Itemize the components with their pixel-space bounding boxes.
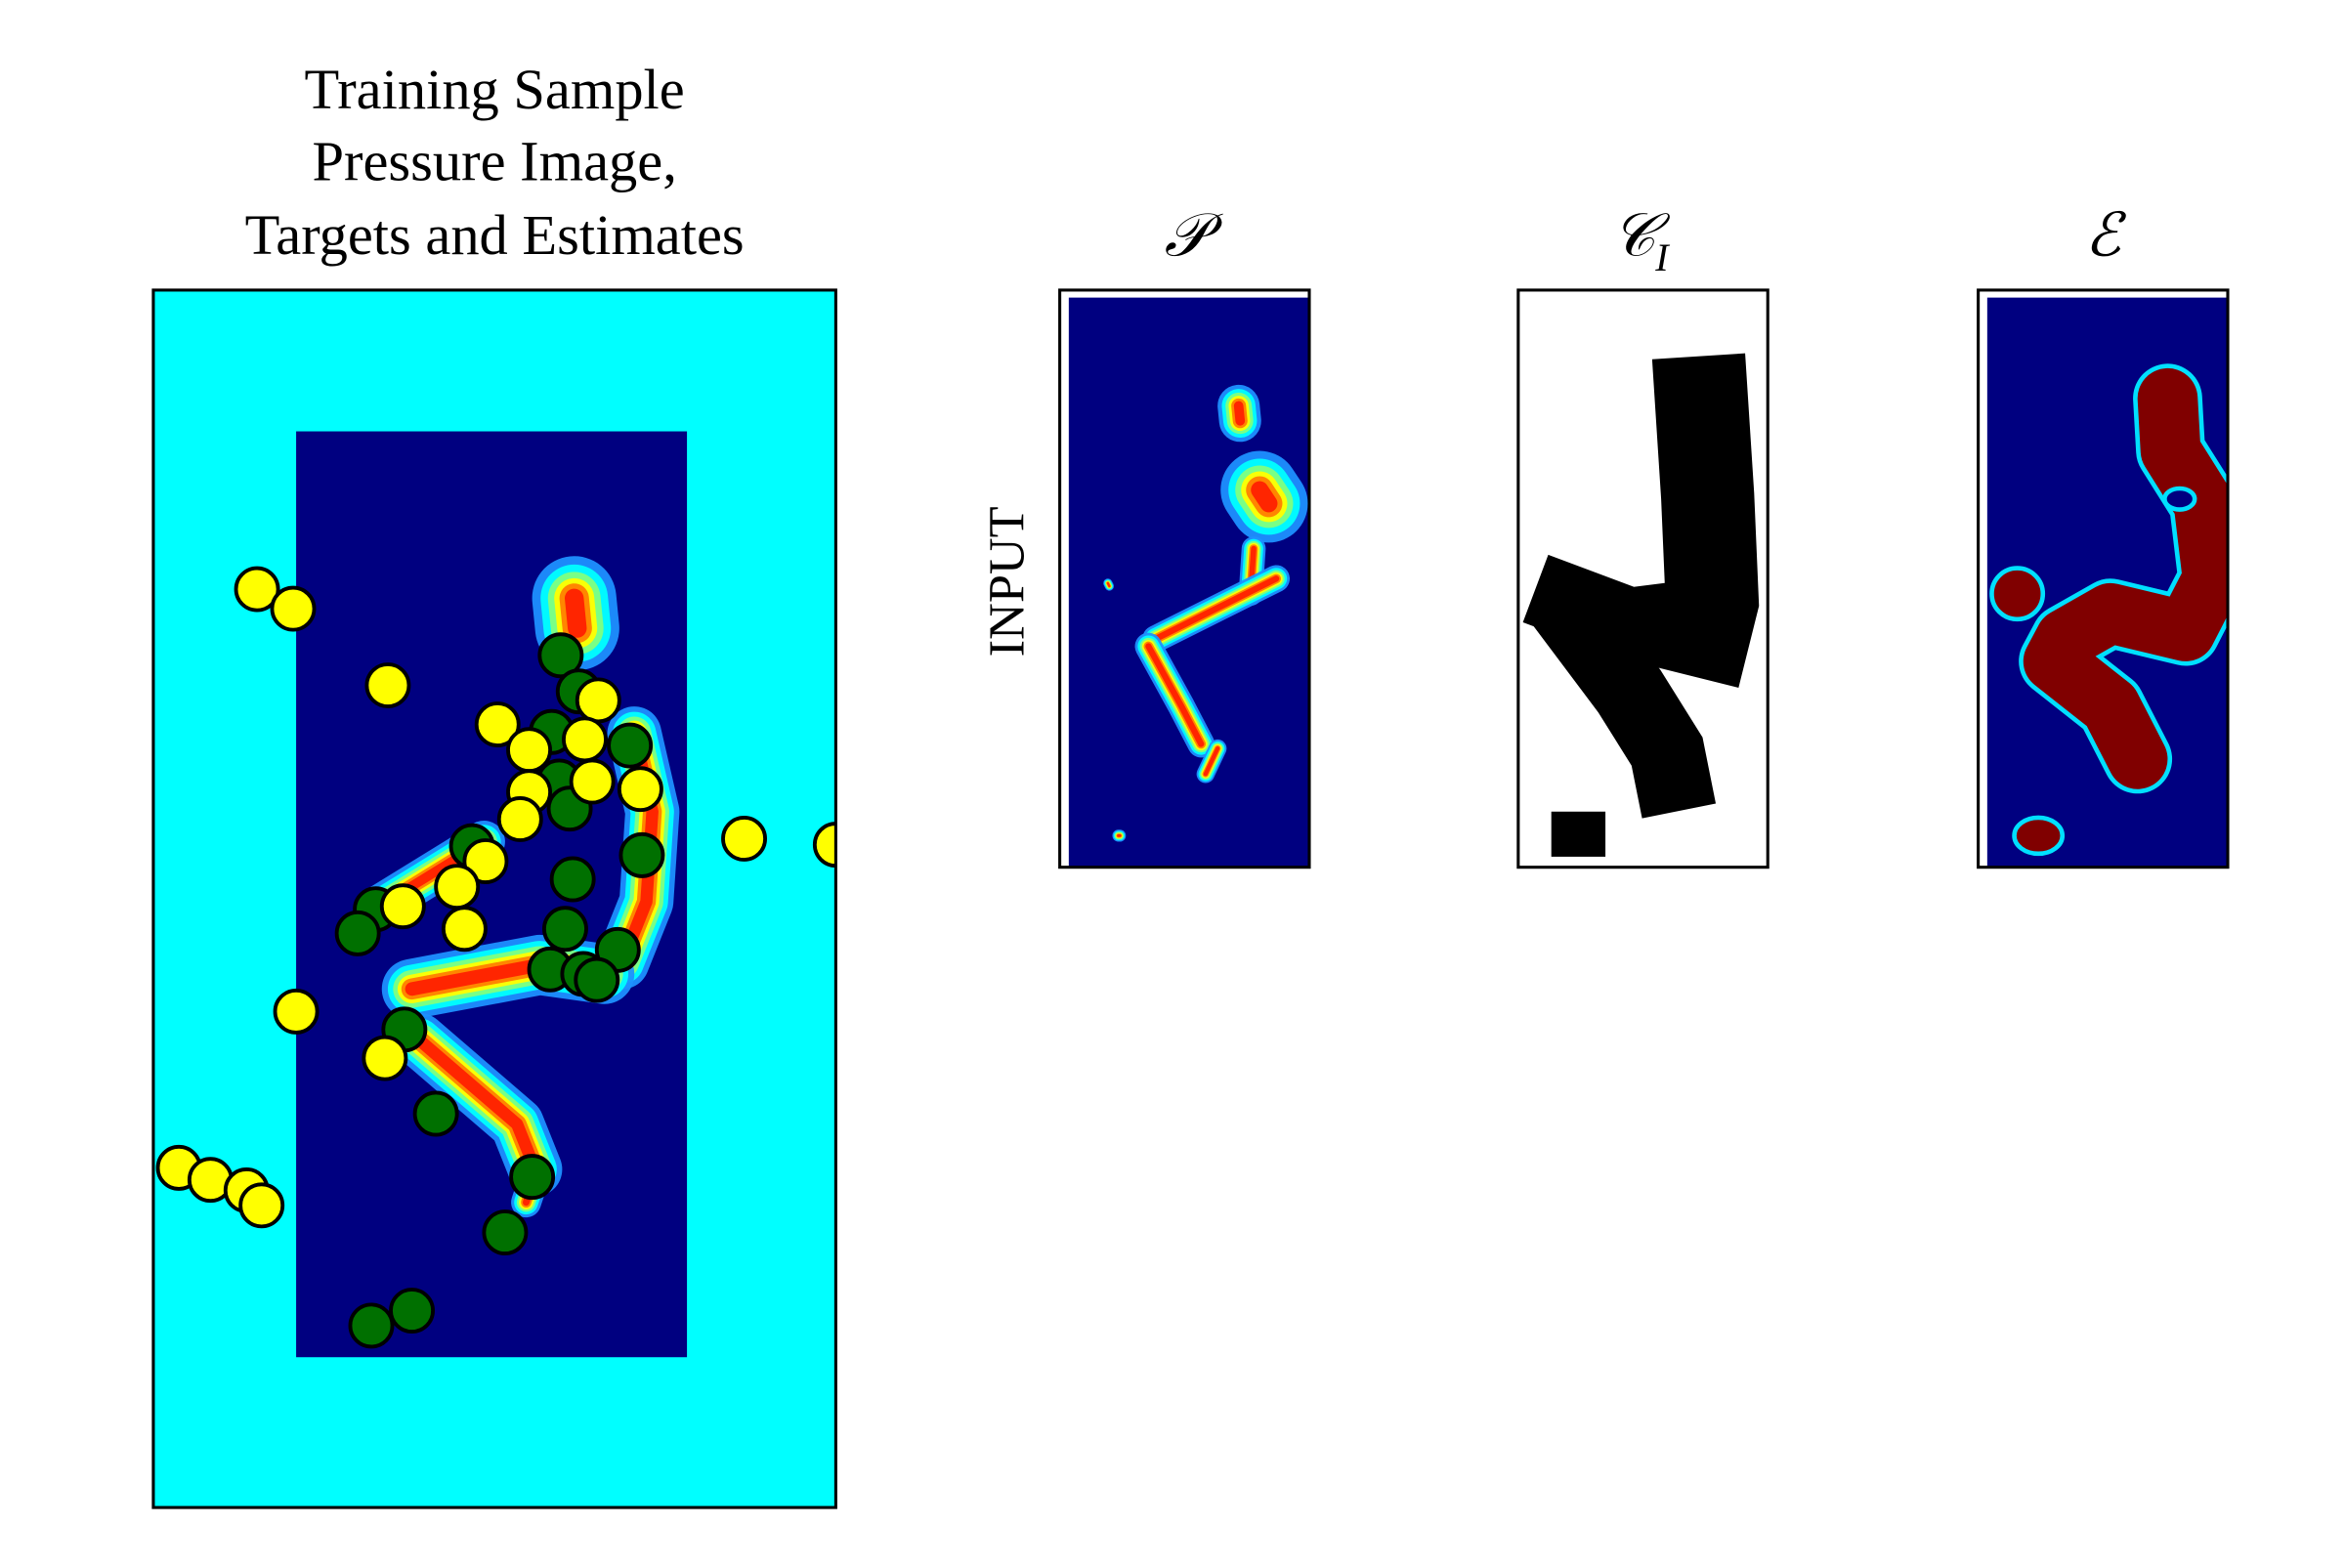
target-point [334,910,381,956]
estimate-panel [1978,289,2228,868]
estimate-point [562,716,608,763]
estimate-point [441,906,488,953]
estimate-point [506,727,552,774]
pressure-panel [1059,289,1309,868]
estimate-point [234,566,280,613]
row-label: INPUT [979,506,1036,657]
training-panel [152,289,836,1508]
estimate-point [434,864,481,911]
estimate-point [575,677,621,724]
target-point [607,722,654,769]
target-point [549,856,596,903]
estimate-point [569,758,616,805]
title-line: Pressure Image, [312,130,676,193]
panel-frame [1058,288,1311,869]
estimate-point [617,766,663,813]
target-point [482,1209,529,1256]
panel-subscript: I [1654,235,1670,279]
target-point [542,906,588,953]
target-point [574,956,620,1003]
panel-title: 𝒞I [1611,203,1670,279]
estimate-point [273,988,320,1035]
contact-region [1531,578,1717,819]
pressure-blob [1145,643,1205,747]
target-point [389,1288,435,1335]
pressure-blob [1251,481,1278,513]
estimate-point [474,701,521,747]
target-point [618,831,665,878]
estimate-region [2023,367,2228,789]
estimate-region [2012,815,2066,857]
estimate-point [362,1035,408,1081]
panel-frame [151,288,837,1509]
estimate-point [238,1182,285,1229]
pressure-blob [1203,746,1220,777]
estimate-point [496,796,543,842]
target-point [412,1090,459,1137]
estimate-region [1989,566,2046,622]
target-point [509,1154,556,1201]
estimate-point [364,662,411,708]
estimate-hole [2162,486,2197,512]
estimate-point [379,883,426,930]
title-line: Targets and Estimates [245,203,745,267]
estimate-point [270,585,317,632]
estimate-point [812,822,836,869]
panel-title: 𝒫 [1165,203,1224,270]
title-line: Training Sample [305,58,685,121]
target-point [537,632,584,679]
target-point [348,1302,395,1349]
panel-title: ℰ [2085,203,2127,270]
contact-panel [1517,289,1769,868]
contact-region [1551,811,1606,857]
panel-frame [1516,288,1769,869]
pressure-blob [1152,575,1280,642]
estimate-point [462,838,509,884]
pressure-blob [565,588,587,638]
pressure-blob [1106,581,1111,588]
estimate-point [721,816,768,862]
pressure-blob [1233,401,1246,426]
panel-frame [1977,288,2230,869]
